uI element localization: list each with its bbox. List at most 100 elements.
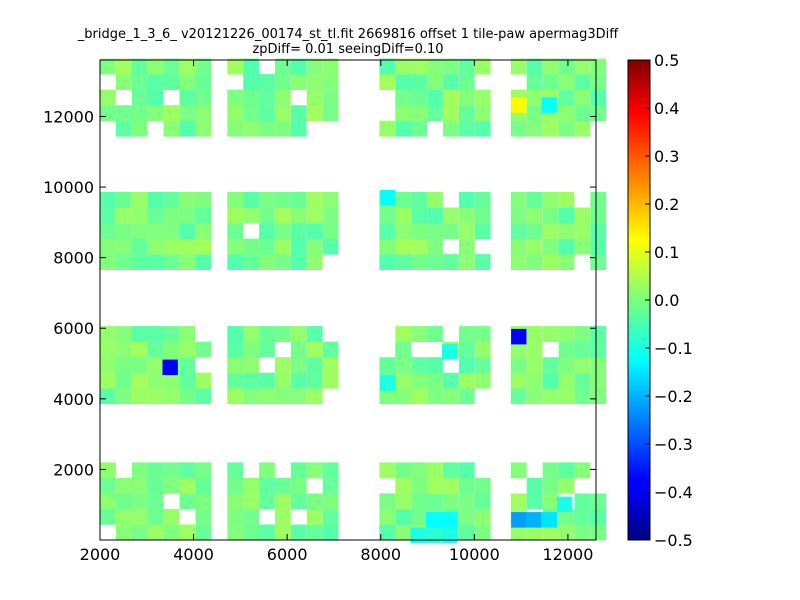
heatmap-cell xyxy=(179,462,196,479)
heatmap-cell xyxy=(131,508,148,525)
heatmap-cell xyxy=(100,388,116,405)
heatmap-cell xyxy=(131,120,148,137)
heatmap-cell xyxy=(558,105,575,122)
heatmap-cell xyxy=(131,58,148,75)
heatmap-cell xyxy=(427,388,443,405)
x-tick-label: 4000 xyxy=(173,545,214,564)
heatmap-cell xyxy=(379,238,396,255)
heatmap-cell xyxy=(131,477,148,494)
heatmap-cell xyxy=(290,105,307,122)
heatmap-cell xyxy=(179,326,196,342)
heatmap-cell xyxy=(574,493,591,510)
heatmap-cell xyxy=(411,207,427,224)
heatmap-cell xyxy=(411,192,427,208)
heatmap-cell xyxy=(510,58,527,75)
heatmap-cell xyxy=(590,254,607,270)
heatmap-cell xyxy=(147,524,164,541)
heatmap-cell xyxy=(227,493,244,510)
heatmap-cell xyxy=(131,493,148,510)
heatmap-cell xyxy=(275,192,291,208)
heatmap-cell xyxy=(290,357,307,374)
heatmap-cell xyxy=(458,524,475,541)
heatmap-cell xyxy=(227,477,244,494)
heatmap-cell xyxy=(474,105,491,122)
heatmap-cell xyxy=(558,508,575,525)
heatmap-cell xyxy=(179,493,196,510)
heatmap-cell xyxy=(179,207,196,224)
heatmap-cell xyxy=(306,89,323,106)
heatmap-cell xyxy=(163,223,180,239)
heatmap-cell xyxy=(243,120,259,137)
heatmap-cell xyxy=(590,58,607,75)
y-tick-label: 4000 xyxy=(53,390,94,409)
heatmap-cell xyxy=(306,372,323,389)
heatmap-cell xyxy=(427,74,443,90)
heatmap-cell xyxy=(322,508,339,525)
heatmap-cell xyxy=(147,74,164,90)
heatmap-cell xyxy=(100,508,116,525)
heatmap-cell xyxy=(526,357,543,374)
heatmap-cell xyxy=(147,89,164,106)
heatmap-cell xyxy=(542,192,559,208)
heatmap-cell xyxy=(227,192,244,208)
heatmap-cell xyxy=(379,223,396,239)
heatmap-cell xyxy=(243,388,259,405)
heatmap-cell xyxy=(574,372,591,389)
y-tick-label: 8000 xyxy=(53,249,94,268)
heatmap-cell xyxy=(411,58,427,75)
heatmap-cell xyxy=(458,341,475,358)
heatmap-cell xyxy=(427,89,443,106)
heatmap-cell xyxy=(179,357,196,374)
heatmap-cell xyxy=(306,341,323,358)
heatmap-cell xyxy=(590,105,607,122)
heatmap-cell-highlight xyxy=(162,359,178,376)
heatmap-cell xyxy=(427,462,443,479)
y-tick-label: 6000 xyxy=(53,319,94,338)
heatmap-cell xyxy=(131,207,148,224)
heatmap-cell xyxy=(510,120,527,137)
heatmap-cell xyxy=(179,238,196,255)
heatmap-cell xyxy=(542,388,559,405)
heatmap-cell xyxy=(411,462,427,479)
heatmap-cell xyxy=(458,238,475,255)
heatmap-cell xyxy=(510,192,527,208)
heatmap-cell-highlight xyxy=(511,328,527,345)
heatmap-cell xyxy=(147,238,164,255)
heatmap-cell xyxy=(590,341,607,358)
heatmap-cell xyxy=(411,120,427,137)
heatmap-cell xyxy=(443,254,459,270)
heatmap-cell xyxy=(474,372,491,389)
heatmap-cell xyxy=(558,120,575,137)
heatmap-cell xyxy=(147,254,164,270)
heatmap-cell xyxy=(290,207,307,224)
heatmap-cell xyxy=(379,207,396,224)
heatmap-cell xyxy=(443,105,459,122)
heatmap-cell xyxy=(115,372,132,389)
heatmap-cell xyxy=(179,477,196,494)
heatmap-cell xyxy=(243,477,259,494)
heatmap-cell xyxy=(322,493,339,510)
heatmap-cell xyxy=(243,493,259,510)
heatmap-cell xyxy=(542,357,559,374)
heatmap-cell xyxy=(290,477,307,494)
heatmap-cell xyxy=(195,120,212,137)
heatmap-cell xyxy=(163,192,180,208)
heatmap-cell xyxy=(590,223,607,239)
heatmap-cell xyxy=(458,357,475,374)
heatmap-cell xyxy=(131,238,148,255)
heatmap-cell xyxy=(243,238,259,255)
heatmap-cell xyxy=(131,357,148,374)
heatmap-cell xyxy=(195,524,212,541)
heatmap-cell xyxy=(510,372,527,389)
heatmap-cell xyxy=(558,462,575,479)
heatmap-cell xyxy=(163,508,180,525)
heatmap-cell xyxy=(411,477,427,494)
heatmap-cell xyxy=(227,238,244,255)
heatmap-cell xyxy=(147,105,164,122)
heatmap-cell xyxy=(179,388,196,405)
colorbar-tick-label: −0.4 xyxy=(654,483,693,502)
heatmap-cell xyxy=(259,524,275,541)
x-tick-label: 12000 xyxy=(542,545,593,564)
heatmap-cell xyxy=(147,326,164,342)
heatmap-cell xyxy=(131,341,148,358)
